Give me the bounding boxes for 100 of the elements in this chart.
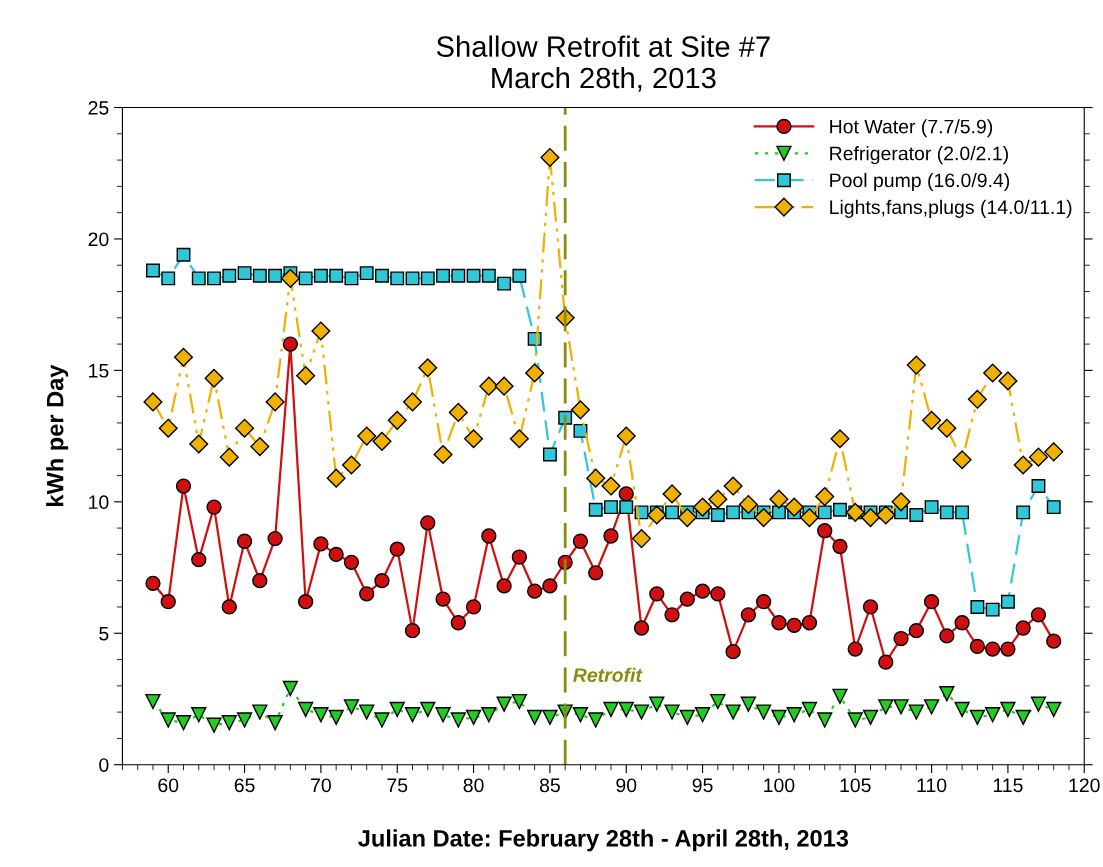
y-axis-title: kWh per Day [46, 364, 69, 506]
point [725, 704, 741, 720]
point [313, 268, 328, 283]
point [694, 583, 711, 599]
point [359, 586, 375, 602]
point [420, 271, 435, 286]
point [448, 402, 468, 422]
point [375, 268, 389, 283]
point [969, 709, 986, 726]
point [784, 497, 804, 517]
point [252, 573, 268, 589]
point [160, 594, 176, 610]
point [939, 505, 954, 520]
point [389, 701, 405, 718]
point [542, 578, 558, 594]
point [1000, 594, 1015, 609]
point [693, 497, 713, 517]
point [786, 617, 802, 634]
point [832, 688, 848, 704]
point [909, 508, 924, 522]
point [343, 699, 360, 715]
point [374, 573, 390, 589]
point [786, 707, 802, 723]
point [189, 434, 209, 454]
point [799, 508, 819, 528]
point [280, 268, 300, 288]
point [1013, 455, 1033, 475]
point [420, 701, 436, 718]
point [359, 266, 374, 281]
point [588, 565, 604, 581]
point [207, 271, 221, 286]
x-tick-label: 60 [158, 778, 179, 793]
x-tick-label: 105 [840, 778, 871, 793]
point [268, 268, 283, 283]
point [876, 505, 896, 525]
point [908, 622, 924, 639]
point [983, 363, 1003, 383]
point [847, 712, 863, 728]
x-tick-label: 80 [463, 778, 484, 793]
point [817, 505, 832, 520]
point [145, 693, 161, 710]
point [939, 628, 955, 644]
point [588, 502, 603, 517]
point [1031, 479, 1046, 493]
point [311, 321, 331, 341]
ref-line-label: Retrofit [573, 667, 643, 682]
point [221, 714, 237, 731]
point [479, 376, 499, 396]
point [664, 704, 680, 720]
point [496, 696, 512, 712]
y-tick-label: 25 [88, 100, 109, 115]
point [527, 709, 543, 726]
point [570, 400, 590, 420]
point [359, 704, 375, 720]
point [908, 704, 924, 720]
x-tick-label: 100 [764, 778, 795, 793]
point [891, 492, 911, 512]
point [433, 444, 453, 465]
point [1044, 442, 1064, 462]
point [145, 575, 161, 591]
point [173, 347, 194, 367]
point [540, 147, 560, 167]
point [481, 528, 497, 544]
point [694, 707, 711, 723]
point [402, 392, 423, 412]
point [298, 271, 313, 286]
point [740, 696, 757, 712]
point [236, 712, 253, 728]
point [969, 638, 986, 655]
x-tick-label: 120 [1069, 778, 1100, 793]
point [390, 271, 405, 286]
point [344, 271, 359, 286]
point [1015, 709, 1031, 726]
point [860, 508, 881, 528]
point [235, 418, 255, 438]
point [679, 709, 695, 726]
point [922, 410, 942, 430]
point [801, 615, 818, 631]
point [160, 712, 176, 728]
point [158, 418, 178, 438]
point [588, 712, 604, 728]
point [665, 505, 679, 520]
point [967, 389, 987, 409]
point [1030, 696, 1047, 712]
point [631, 529, 652, 549]
point [619, 500, 634, 515]
point [435, 591, 451, 607]
point [1028, 447, 1048, 467]
point [970, 600, 985, 614]
point [616, 426, 636, 446]
point [923, 699, 940, 715]
point [1000, 701, 1016, 718]
point [237, 266, 252, 281]
point [343, 554, 360, 570]
x-tick-label: 65 [234, 778, 255, 793]
y-tick-label: 0 [99, 758, 109, 772]
point [862, 599, 879, 615]
point [206, 499, 222, 515]
point [649, 696, 665, 712]
point [603, 528, 619, 544]
